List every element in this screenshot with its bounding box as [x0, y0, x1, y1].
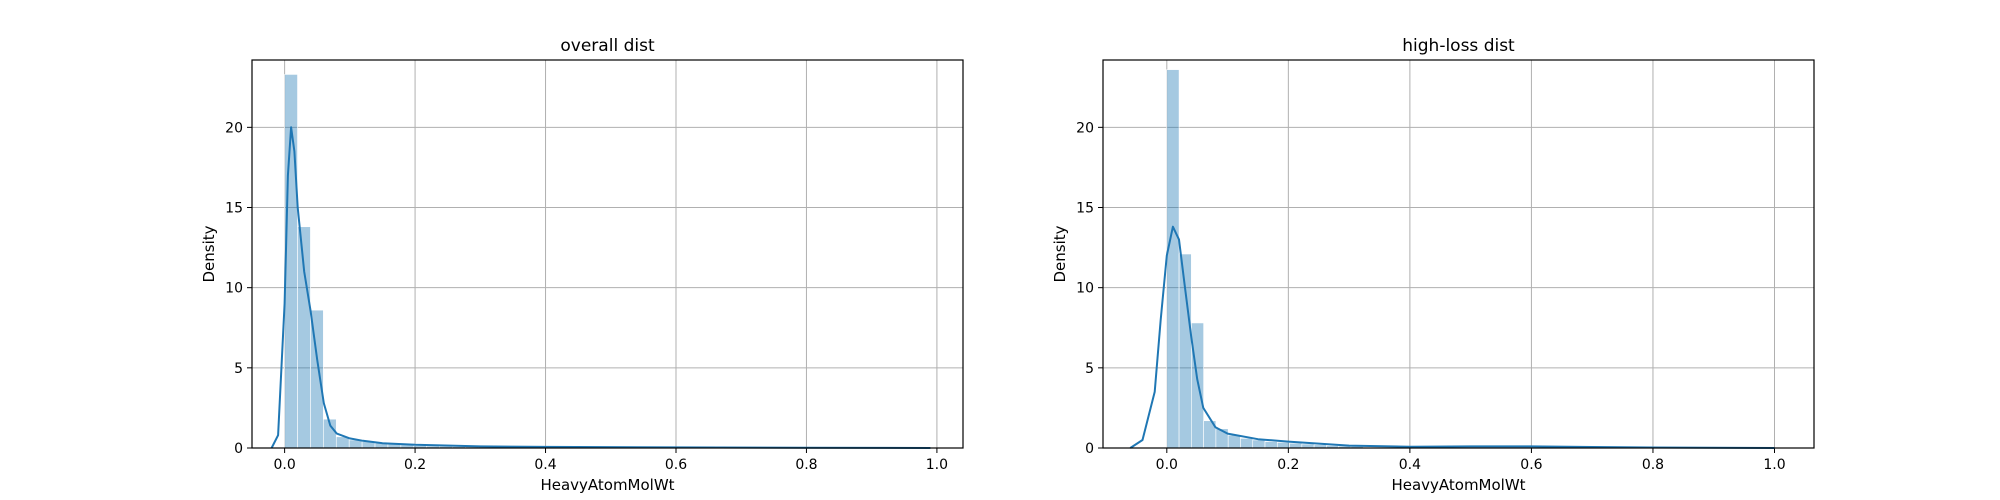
high-loss-dist-ytick-label: 5: [1085, 361, 1094, 377]
overall-dist-xtick-label: 1.0: [926, 457, 948, 473]
overall-dist-ylabel: Density: [200, 225, 218, 282]
high-loss-dist-panel: 0.0 0.2 0.4 0.6 0.8 1.0 0 5 10 15 20 high-loss dist…: [1051, 36, 1815, 494]
overall-dist-panel: 0.0 0.2 0.4 0.6 0.8 1.0 0 5 10 15 20 overall dist He…: [200, 36, 964, 494]
high-loss-dist-ytick-label: 15: [1076, 201, 1094, 217]
overall-dist-xtick-label: 0.6: [665, 457, 687, 473]
high-loss-dist-xtick-label: 0.6: [1520, 457, 1542, 473]
high-loss-dist-histogram-bar: [1301, 443, 1315, 449]
high-loss-dist-xtick-label: 0.8: [1642, 457, 1664, 473]
high-loss-dist-ytick-label: 10: [1076, 281, 1094, 297]
overall-dist-ytick-label: 0: [234, 441, 243, 457]
high-loss-dist-ticks: 0.0 0.2 0.4 0.6 0.8 1.0 0 5 10 15 20: [1076, 120, 1785, 473]
high-loss-dist-axes-frame: [1102, 59, 1815, 449]
overall-dist-ticks: 0.0 0.2 0.4 0.6 0.8 1.0 0 5 10 15 20: [225, 120, 948, 473]
high-loss-dist-histogram-bar: [1191, 322, 1204, 449]
high-loss-dist-xtick-label: 0.0: [1156, 457, 1178, 473]
overall-dist-ytick-label: 20: [225, 120, 243, 136]
high-loss-dist-title: high-loss dist: [1402, 36, 1515, 56]
high-loss-dist-histogram-bar: [1227, 434, 1241, 449]
high-loss-dist-kde-line: [1129, 225, 1775, 449]
high-loss-dist-histogram-bar: [1276, 442, 1290, 449]
overall-dist-axes-frame: [251, 59, 964, 449]
overall-dist-title: overall dist: [560, 36, 655, 56]
high-loss-dist-histogram-bar: [1264, 441, 1278, 449]
high-loss-dist-xtick-label: 0.4: [1399, 457, 1421, 473]
high-loss-dist-xtick-label: 1.0: [1763, 457, 1785, 473]
high-loss-dist-histogram-bar: [1289, 442, 1303, 449]
high-loss-dist-ytick-label: 20: [1076, 120, 1094, 136]
high-loss-dist-xlabel: HeavyAtomMolWt: [1391, 476, 1525, 494]
overall-dist-xtick-label: 0.2: [404, 457, 426, 473]
high-loss-dist-ytick-label: 0: [1085, 441, 1094, 457]
overall-dist-ytick-label: 10: [225, 281, 243, 297]
high-loss-dist-histogram-bar: [1252, 439, 1266, 449]
high-loss-dist-histogram-bar: [1166, 69, 1180, 449]
high-loss-dist-xtick-label: 0.2: [1277, 457, 1299, 473]
overall-dist-kde-line: [270, 126, 931, 449]
high-loss-dist-histogram-bar: [1240, 438, 1254, 449]
overall-dist-xtick-label: 0.0: [273, 457, 295, 473]
overall-dist-xlabel: HeavyAtomMolWt: [540, 476, 674, 494]
overall-dist-ytick-label: 5: [234, 361, 243, 377]
overall-dist-xtick-label: 0.4: [534, 457, 556, 473]
overall-dist-xtick-label: 0.8: [795, 457, 817, 473]
overall-dist-ytick-label: 15: [225, 201, 243, 217]
high-loss-dist-ylabel: Density: [1051, 225, 1069, 282]
